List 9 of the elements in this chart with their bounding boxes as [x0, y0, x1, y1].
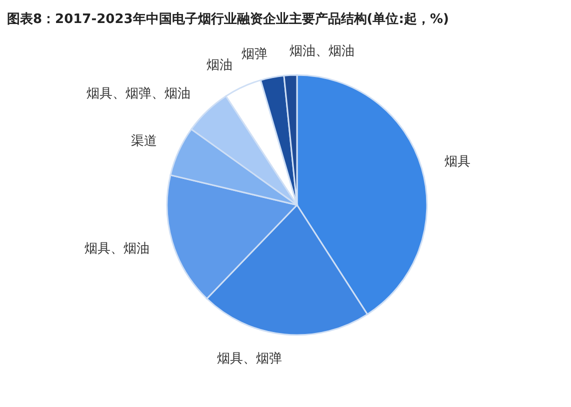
- slice-label: 烟油: [206, 58, 233, 74]
- chart-title: 图表8：2017-2023年中国电子烟行业融资企业主要产品结构(单位:起，%): [7, 11, 449, 27]
- slice-label: 烟具、烟弹: [217, 351, 282, 366]
- slice-label: 烟弹: [242, 46, 268, 62]
- slice-label: 烟具、烟油: [84, 241, 150, 256]
- slice-label: 烟具: [444, 154, 471, 170]
- slice-label: 渠道: [130, 134, 157, 150]
- slice-label: 烟油、烟油: [289, 44, 354, 60]
- slice-label: 烟具、烟弹、烟油: [86, 86, 191, 102]
